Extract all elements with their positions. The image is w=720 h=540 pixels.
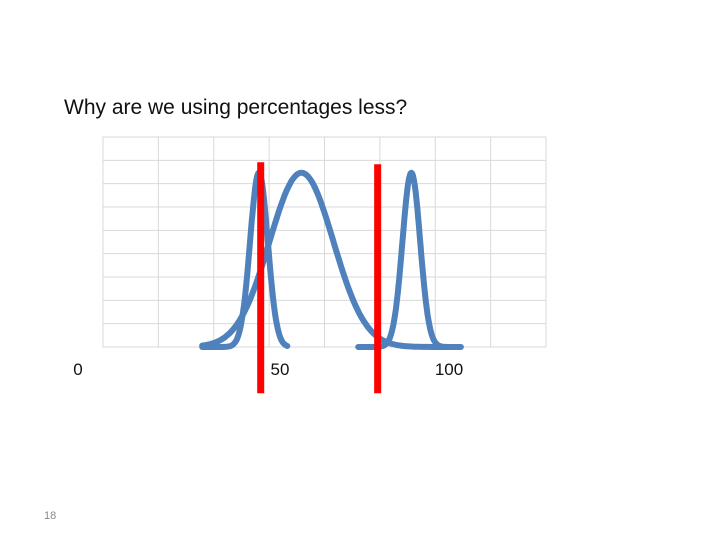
page-number: 18 xyxy=(44,510,57,522)
series-line-3 xyxy=(355,169,464,350)
slide-title: Why are we using percentages less? xyxy=(64,96,408,119)
chart-markers xyxy=(257,162,382,394)
x-tick-label: 50 xyxy=(271,360,290,379)
x-tick-label: 100 xyxy=(435,360,463,379)
chart-series xyxy=(199,169,464,350)
series-line-2 xyxy=(199,169,454,350)
x-axis-ticks: 0 50 100 xyxy=(73,360,463,379)
series-line-1 xyxy=(199,169,291,350)
chart-gridlines xyxy=(102,136,547,348)
x-tick-label: 0 xyxy=(73,360,82,379)
